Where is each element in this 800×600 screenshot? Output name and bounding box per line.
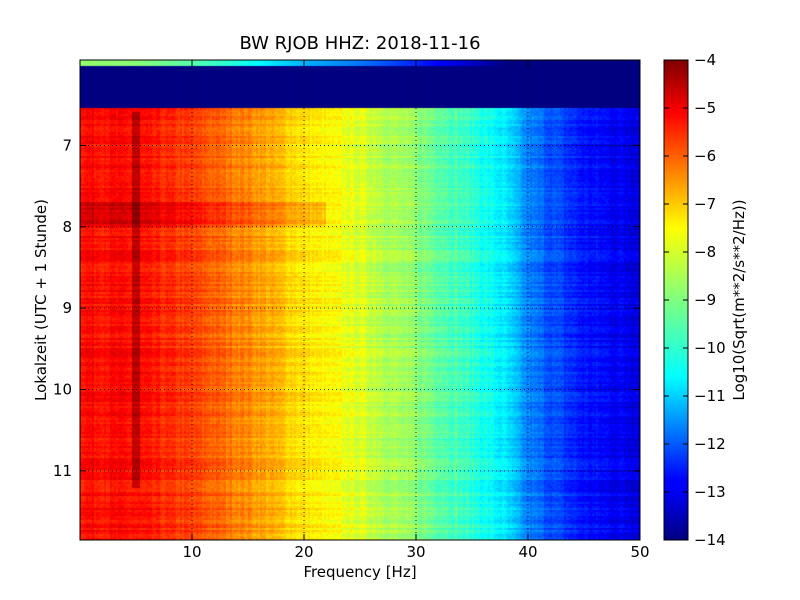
colorbar-tick-label: −13	[694, 483, 726, 501]
colorbar-tick-label: −9	[694, 291, 716, 309]
colorbar-tick-label: −11	[694, 387, 726, 405]
colorbar-tick-label: −10	[694, 339, 726, 357]
x-tick-label: 20	[294, 543, 313, 561]
y-tick-label: 9	[62, 299, 72, 317]
x-tick-label: 40	[518, 543, 537, 561]
x-axis-ticks: 10 20 30 40 50	[182, 60, 650, 561]
x-axis-label: Frequency [Hz]	[303, 563, 416, 581]
y-tick-label: 7	[62, 136, 72, 154]
chart-title: BW RJOB HHZ: 2018-11-16	[239, 33, 480, 54]
plot-frame	[79, 59, 641, 541]
y-axis-ticks: 7 8 9 10 11	[53, 136, 640, 480]
colorbar-tick-label: −5	[694, 99, 716, 117]
grid	[80, 60, 640, 540]
colorbar-tick-label: −7	[694, 195, 716, 213]
x-tick-label: 10	[182, 543, 201, 561]
y-tick-label: 8	[62, 218, 72, 236]
x-tick-label: 50	[630, 543, 649, 561]
heatmap	[80, 60, 640, 540]
y-tick-label: 11	[53, 462, 72, 480]
colorbar-tick-label: −4	[694, 51, 716, 69]
heatmap-image	[80, 60, 640, 540]
colorbar-label: Log10(Sqrt(m**2/s**2/Hz))	[730, 199, 748, 400]
colorbar-ticks: −4 −5 −6 −7 −8 −9 −10 −11 −12 −13 −14	[664, 51, 726, 549]
colorbar-tick-label: −8	[694, 243, 716, 261]
y-tick-label: 10	[53, 380, 72, 398]
colorbar-tick-label: −6	[694, 147, 716, 165]
x-tick-label: 30	[406, 543, 425, 561]
colorbar-tick-label: −12	[694, 435, 726, 453]
y-axis-label: Lokalzeit (UTC + 1 Stunde)	[32, 199, 50, 401]
colorbar-tick-label: −14	[694, 531, 726, 549]
